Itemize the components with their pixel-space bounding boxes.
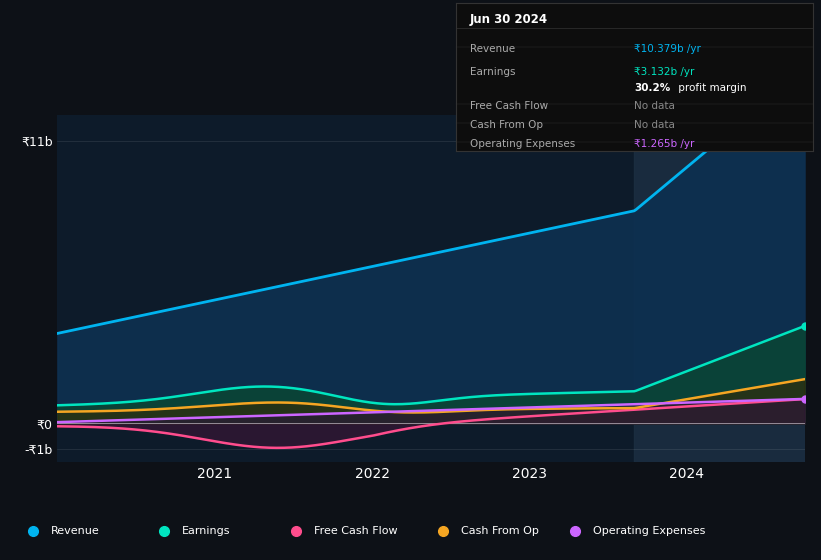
Bar <box>635 115 805 462</box>
Text: profit margin: profit margin <box>676 83 747 93</box>
Text: No data: No data <box>635 101 675 111</box>
Text: Operating Expenses: Operating Expenses <box>593 526 705 536</box>
Text: ₹1.265b /yr: ₹1.265b /yr <box>635 139 695 150</box>
Text: Free Cash Flow: Free Cash Flow <box>470 101 548 111</box>
Text: Earnings: Earnings <box>470 67 516 77</box>
Text: Operating Expenses: Operating Expenses <box>470 139 576 150</box>
Text: ₹10.379b /yr: ₹10.379b /yr <box>635 44 701 54</box>
Text: Revenue: Revenue <box>51 526 99 536</box>
Text: Earnings: Earnings <box>182 526 231 536</box>
Text: Free Cash Flow: Free Cash Flow <box>314 526 397 536</box>
Text: No data: No data <box>635 120 675 130</box>
Text: Jun 30 2024: Jun 30 2024 <box>470 13 548 26</box>
Text: 30.2%: 30.2% <box>635 83 671 93</box>
Text: Cash From Op: Cash From Op <box>470 120 543 130</box>
Text: ₹3.132b /yr: ₹3.132b /yr <box>635 67 695 77</box>
Text: Revenue: Revenue <box>470 44 515 54</box>
Text: Cash From Op: Cash From Op <box>461 526 539 536</box>
